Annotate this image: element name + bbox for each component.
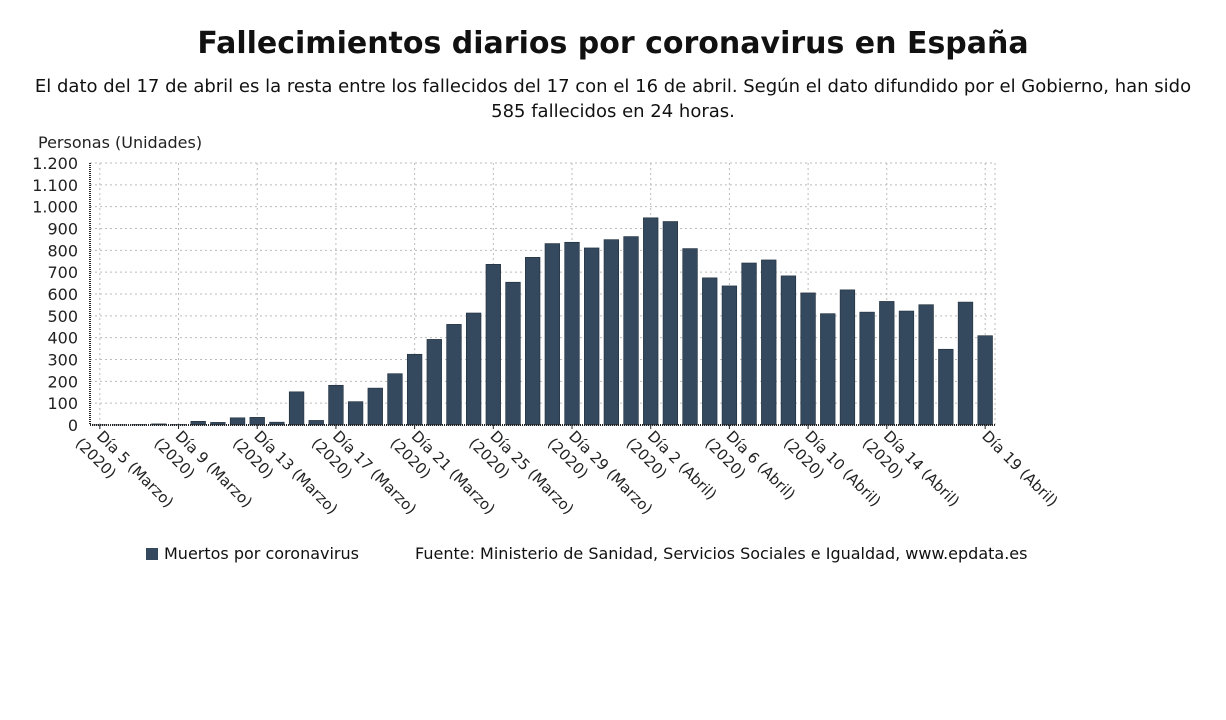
y-tick-label: 1.000	[32, 198, 78, 217]
bar	[938, 348, 954, 426]
y-tick-label: 300	[47, 351, 78, 370]
bar	[288, 391, 305, 426]
bar	[721, 285, 738, 426]
bar	[446, 324, 462, 426]
bar	[505, 281, 521, 426]
bar	[643, 217, 659, 426]
bar	[229, 417, 246, 426]
bar	[603, 239, 619, 426]
bar	[800, 292, 816, 426]
bar	[249, 417, 265, 426]
y-tick-label: 700	[47, 263, 78, 282]
y-tick-label: 1.100	[32, 176, 78, 195]
legend: Muertos por coronavirus	[146, 544, 359, 563]
y-tick-label: 600	[47, 285, 78, 304]
bar	[544, 243, 560, 426]
bar	[564, 241, 580, 426]
y-tick-label: 500	[47, 307, 78, 326]
y-tick-label: 100	[47, 394, 78, 413]
x-tick-label: Día 6 (Abril)(2020)	[701, 420, 799, 518]
chart-title: Fallecimientos diarios por coronavirus e…	[197, 26, 1029, 61]
y-tick-label: 900	[47, 220, 78, 239]
bar	[780, 275, 797, 426]
bar	[662, 221, 679, 426]
chart-subtitle: El dato del 17 de abril es la resta entr…	[34, 76, 1192, 122]
bar	[584, 247, 600, 426]
x-tick-label: Día 19 (Abril)	[978, 427, 1061, 510]
bar	[761, 259, 777, 426]
bar	[485, 264, 501, 426]
x-tick-label: Día 14 (Abril)(2020)	[859, 420, 963, 524]
bar	[879, 301, 895, 426]
y-axis-label: Personas (Unidades)	[38, 133, 202, 152]
bar	[682, 248, 698, 426]
bar	[328, 384, 344, 426]
y-tick-label: 1.200	[32, 154, 78, 173]
bar	[898, 310, 915, 426]
bar	[741, 262, 757, 426]
bar	[525, 257, 541, 426]
y-tick-label: 400	[47, 329, 78, 348]
bar	[347, 401, 364, 426]
bar	[702, 277, 718, 426]
bar	[406, 353, 423, 426]
bar	[859, 311, 875, 426]
legend-swatch	[146, 547, 158, 560]
y-tick-label: 200	[47, 372, 78, 391]
bar	[387, 373, 403, 426]
legend-label: Muertos por coronavirus	[164, 544, 359, 563]
source-note: Fuente: Ministerio de Sanidad, Servicios…	[415, 544, 1028, 563]
y-tick-label: 0	[68, 416, 78, 435]
bar	[977, 335, 993, 426]
bar	[466, 312, 482, 426]
bar	[957, 301, 974, 426]
bar	[426, 339, 442, 426]
bar	[367, 387, 383, 426]
y-tick-label: 800	[47, 241, 78, 260]
bar	[820, 313, 836, 426]
bar	[210, 422, 226, 426]
bar	[623, 236, 639, 426]
bar	[918, 304, 934, 426]
bar	[839, 289, 856, 426]
